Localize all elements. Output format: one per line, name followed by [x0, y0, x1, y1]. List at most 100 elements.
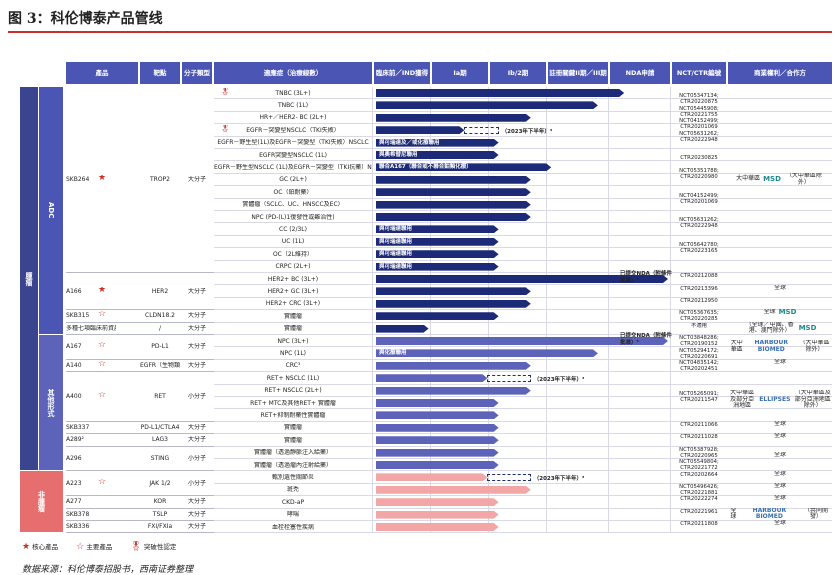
bar-note: （2023年下半年）³ [533, 476, 585, 483]
nct-number: NCT05549804; CTR20221772 [679, 459, 719, 472]
product-type: 大分子 [187, 498, 206, 506]
outline-star-icon: ☆ [97, 311, 107, 319]
row-divider [214, 520, 832, 521]
row-divider [214, 222, 832, 224]
pipeline-bar: 與可瑞達聯用 [376, 225, 499, 233]
rights-text: 全球 [773, 433, 786, 440]
product-divider [66, 470, 214, 472]
outline-star-icon: ☆ [97, 392, 107, 399]
nct-number: NCT05642780; CTR20223165 [679, 242, 719, 255]
commercial-rights: 大中華區 HARBOUR BIOMED （大中華區除外） [728, 340, 832, 353]
row-divider [214, 321, 832, 323]
indication-cell: HR+／HER2- BC (2L+) [259, 114, 327, 122]
nct-number: NCT05347134; CTR20220875 [679, 93, 719, 106]
row-divider [214, 123, 832, 125]
product-name: A166 [66, 287, 82, 295]
product-target: PD-L1/CTLA4 [140, 424, 180, 431]
row-divider [214, 334, 832, 335]
legend-breakthrough: 🎖 突破性認定 [130, 542, 177, 552]
indication-cell: 實體瘤 [283, 436, 302, 444]
pipeline-bar [376, 523, 499, 531]
planned-phase-box [487, 473, 531, 481]
product-name: SKB264 [66, 176, 90, 183]
row-divider [214, 383, 832, 385]
pipeline-bar: 與奧希替尼聯用 [376, 151, 499, 159]
nct-number: NCT04152499; CTR20201069 [679, 192, 719, 205]
pipeline-bar [376, 486, 531, 494]
product-target: RET [154, 393, 166, 400]
pipeline-bar: 與可瑞達及／或化療聯用 [376, 139, 499, 147]
product-type: 大分子 [187, 343, 206, 351]
column-header: NDA申請 [610, 62, 670, 84]
column-header: Ib/2期 [490, 62, 546, 84]
product-divider [66, 321, 214, 323]
product-divider [66, 445, 214, 447]
commercial-rights: 大中華區及部分亞洲地區 ELLIPSES （大中華區及部分亞洲地區除外） [728, 390, 832, 410]
product-target: KOR [153, 498, 167, 506]
nct-number: CTR20211808 [680, 521, 718, 528]
product-target: / [158, 324, 162, 332]
indication-cell: 實體瘤（透過靜脈注入給藥） [253, 449, 332, 457]
product-type: 大分子 [187, 362, 206, 369]
indication-cell: UC (1L) [281, 238, 305, 246]
commercial-rights: 大中華區 MSD （大中華區除外） [728, 173, 832, 186]
outline-star-icon: ☆ [97, 342, 107, 350]
product-name: SKB315 [66, 312, 90, 320]
nct-number: NCT05631262; CTR20222948 [679, 217, 719, 230]
row-divider [214, 420, 832, 422]
product-divider [66, 532, 214, 534]
pipeline-bar: 聯合A167（聯合或不聯合鉑類化療） [376, 163, 551, 171]
indication-cell: 血栓栓塞性疾病 [271, 523, 314, 531]
row-divider [214, 247, 832, 249]
row-divider [214, 160, 832, 162]
column-divider [488, 87, 489, 534]
nct-number: NCT05265091; CTR20211547 [679, 391, 719, 403]
bar-note: （2023年下半年）³ [501, 129, 553, 136]
product-divider [66, 507, 214, 509]
pipeline-bar: 與可瑞達聯用 [376, 250, 499, 258]
pipeline-bar [376, 511, 499, 519]
planned-phase-box [464, 126, 499, 134]
nct-number: CTR20211028 [680, 434, 718, 441]
row-divider [214, 309, 832, 311]
indication-cell: 哮喘 [286, 511, 299, 519]
solid-star-icon: ★ [97, 286, 107, 294]
indication-cell: EGFR－野生型NSCLC (1L)及EGFR－突變型（TKI抗藥）NSCLC [214, 163, 372, 171]
solid-star-icon: ★ [22, 542, 31, 552]
commercial-rights: 全球 [728, 483, 832, 490]
column-header: 產品 [66, 62, 138, 84]
pipeline-bar: 與化療聯用 [376, 349, 598, 357]
outline-star-icon: ☆ [76, 542, 85, 552]
indication-cell: 實體瘤 [283, 424, 302, 432]
column-header: NCT/CTR編號 [672, 62, 726, 84]
medal-icon: 🎖 [220, 88, 230, 95]
nct-number: NCT04835142; CTR20202451 [679, 360, 719, 372]
row-divider [214, 408, 832, 410]
nct-number: NCT05631262; CTR20222948 [679, 130, 719, 143]
rights-text: 全球 [773, 495, 786, 502]
pipeline-bar [376, 498, 499, 506]
row-divider [214, 135, 832, 137]
product-name: SKB336 [66, 523, 90, 531]
product-name: 多種七項臨床前資產 [66, 324, 116, 332]
row-divider [214, 495, 832, 497]
indication-cell: 實體瘤（SCLC、UC、HNSCC及EC） [242, 201, 344, 209]
partner-note: （大中華區及部分亞洲地區除外） [794, 390, 831, 409]
product-name: SKB337 [66, 424, 90, 431]
nct-number: NCT05445908; CTR20221755 [679, 105, 719, 118]
commercial-rights: 全球 [728, 471, 832, 478]
product-divider [66, 358, 214, 360]
product-target: TSLP [152, 510, 168, 518]
pipeline-bar [376, 424, 499, 432]
product-target: EGFR（生物類似藥） [140, 362, 180, 369]
nct-number: CTR20222274 [680, 496, 718, 503]
indication-cell: OC（2L維持） [272, 250, 314, 258]
rights-text: 全球 [773, 520, 786, 527]
pipeline-bar [376, 101, 598, 109]
product-type: 大分子 [187, 287, 206, 295]
column-header: 臨床前／IND獲得 [374, 62, 430, 84]
partner-logo: MSD [763, 175, 781, 184]
row-divider [214, 532, 832, 534]
row-divider [214, 148, 832, 149]
indication-cell: HER2+ BC (3L+) [267, 275, 319, 283]
